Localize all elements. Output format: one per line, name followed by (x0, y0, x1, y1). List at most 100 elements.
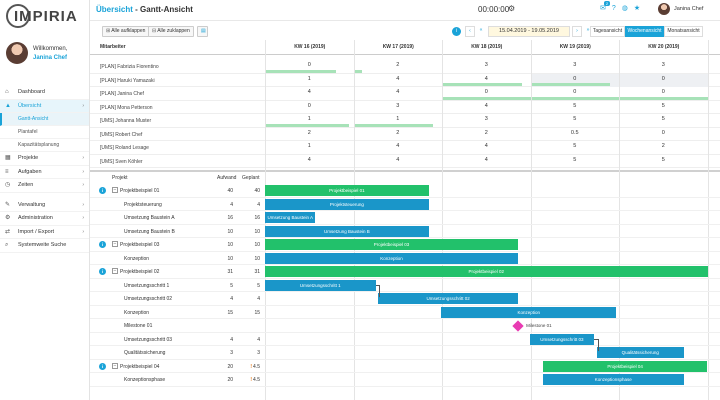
sidebar-subitem-2[interactable]: Kapazitätsplanung (0, 139, 89, 152)
planned-value: 10 (240, 242, 260, 248)
workload-bar (530, 96, 619, 100)
gantt-bar[interactable]: Projektbeispiel 02 (265, 266, 708, 277)
workload-cell: 5 (619, 155, 708, 169)
expand-all-label: Alle aufklappen (111, 28, 146, 34)
task-name[interactable]: Konzeption (124, 309, 150, 316)
project-name[interactable]: Projektbeispiel 04 (120, 363, 160, 370)
workload-bar (442, 96, 531, 100)
workload-cell: 0 (442, 87, 531, 101)
task-name[interactable]: Projektsteuerung (124, 201, 162, 208)
gantt-bar[interactable]: Umsetzung Baustein A (265, 212, 316, 223)
sidebar-item-3[interactable]: ≡ Aufgaben › (0, 166, 89, 179)
collapse-all-button[interactable]: ⊟Alle zuklappen (148, 26, 194, 37)
gantt-bar[interactable]: Projektbeispiel 01 (265, 185, 429, 196)
planned-number: 4.5 (253, 363, 260, 370)
sidebar-item-8[interactable]: ⌕ Systemweite Suche (0, 239, 89, 253)
sidebar-item-0[interactable]: ⌂ Dashboard (0, 86, 89, 100)
task-name[interactable]: Umsetzung Baustein A (124, 215, 175, 221)
effort-value: 10 (227, 255, 233, 262)
globe-icon[interactable]: ◍ (621, 5, 628, 12)
project-name[interactable]: Projektbeispiel 01 (120, 188, 160, 194)
gantt-bar[interactable]: Umsetzungsschritt 03 (529, 333, 595, 345)
task-name[interactable]: Konzeption (124, 255, 150, 262)
gantt-bar[interactable]: Umsetzungsschritt 1 (265, 279, 376, 291)
task-name[interactable]: Qualitätssicherung (124, 350, 166, 356)
task-name[interactable]: Umsetzung Baustein B (124, 228, 175, 235)
tab-2[interactable]: Monatsansicht (664, 26, 703, 37)
sidebar-item-1[interactable]: ▲ Übersicht › (0, 99, 89, 113)
last-button[interactable]: » (583, 26, 593, 37)
sidebar-item-2[interactable]: ▦ Projekte › (0, 152, 89, 166)
inbox-icon[interactable]: ✉ (600, 5, 606, 12)
export-button[interactable]: ▤ (197, 26, 208, 37)
effort-value: 15 (227, 309, 233, 316)
collapse-toggle[interactable]: − (112, 268, 118, 274)
info-icon[interactable]: i (99, 268, 106, 275)
breadcrumb[interactable]: Übersicht (96, 5, 133, 14)
workload-bar (530, 83, 611, 86)
gantt-bar[interactable]: Projektsteuerung (265, 198, 429, 210)
next-button[interactable]: › (572, 26, 582, 37)
collapse-toggle[interactable]: − (112, 187, 118, 193)
workload-value: 1 (396, 116, 400, 122)
task-name[interactable]: Umsetzungsschritt 02 (124, 296, 173, 302)
help-icon[interactable]: ? (611, 5, 616, 12)
week-header: KW 19 (2019) (530, 40, 620, 54)
workload-cell: 0 (619, 73, 708, 87)
gear-icon[interactable]: ⚙ (508, 4, 516, 13)
effort-value: 10 (227, 242, 233, 248)
sidebar-item-5[interactable]: ✎ Verwaltung › (0, 199, 89, 212)
workload-cell: 5 (531, 141, 620, 155)
info-icon[interactable]: i (99, 241, 106, 248)
info-icon[interactable]: i (99, 187, 106, 194)
logo[interactable]: IMPIRIA (6, 4, 86, 28)
gantt-bar[interactable]: Konzeption (265, 252, 519, 264)
project-row: i − Projektbeispiel 02 31 31 (90, 265, 720, 279)
gantt-bar[interactable]: Umsetzungsschritt 02 (378, 293, 519, 304)
sidebar-subitem-0[interactable]: Gantt-Ansicht (0, 113, 89, 126)
header-user-name[interactable]: Janina Chef (674, 6, 704, 12)
gantt-bar[interactable]: Projektbeispiel 03 (265, 239, 519, 250)
gantt-bar[interactable]: Projektbeispiel 04 (542, 360, 708, 372)
sidebar-item-6[interactable]: ⚙ Administration › (0, 212, 89, 226)
workload-cell: 4 (442, 74, 531, 88)
gantt-bar[interactable]: Umsetzung Baustein B (265, 225, 429, 237)
collapse-toggle[interactable]: − (112, 241, 118, 247)
sidebar-subitem-1[interactable]: Plantafel (0, 126, 89, 139)
project-name[interactable]: Projektbeispiel 03 (120, 242, 160, 248)
expand-all-button[interactable]: ⊞Alle aufklappen (102, 26, 150, 37)
effort-value: 4 (230, 336, 233, 343)
header-avatar[interactable] (658, 3, 670, 15)
task-name[interactable]: Milestone 01 (124, 323, 153, 329)
search-icon: ⌕ (5, 242, 9, 248)
star-icon[interactable]: ★ (633, 5, 641, 12)
collapse-toggle[interactable]: − (112, 362, 118, 369)
prev-button[interactable]: ‹ (465, 26, 475, 37)
sidebar-item-4[interactable]: ◷ Zeiten › (0, 179, 89, 193)
workload-cell: 0 (530, 87, 619, 101)
planned-value: 4 (240, 296, 260, 302)
info-icon[interactable]: i (452, 27, 461, 36)
planned-number: 40 (254, 188, 260, 194)
task-name[interactable]: Umsetzungsschritt 03 (124, 336, 173, 343)
gantt-bar[interactable]: Qualitätssicherung (596, 347, 684, 358)
tab-0[interactable]: Tagesansicht (590, 26, 625, 37)
gantt-bar[interactable]: Konzeptionsphase (542, 374, 684, 385)
gantt-bar[interactable]: Konzeption (441, 306, 617, 318)
task-name[interactable]: Konzeptionsphase (124, 377, 166, 383)
employee-name: [UMS] Johanna Muster (100, 118, 152, 124)
avatar[interactable] (6, 42, 28, 64)
week-header: KW 20 (2019) (619, 40, 708, 54)
first-button[interactable]: « (476, 26, 486, 37)
workload-value: 1 (307, 116, 311, 122)
sidebar-item-7[interactable]: ⇄ Import / Export › (0, 226, 89, 239)
sidebar-item-label: Administration (18, 215, 53, 221)
planned-number: 5 (257, 282, 260, 289)
project-name[interactable]: Projektbeispiel 02 (120, 269, 160, 275)
planned-value: 10 (240, 229, 260, 235)
date-range[interactable]: 15.04.2019 - 19.05.2019 (488, 26, 570, 37)
info-icon[interactable]: i (99, 362, 106, 370)
task-name[interactable]: Umsetzungsschritt 1 (124, 282, 170, 289)
wrench-icon: ✎ (5, 201, 11, 208)
tab-1[interactable]: Wochenansicht (625, 26, 664, 37)
